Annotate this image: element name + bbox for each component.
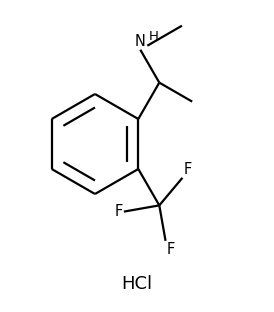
Text: F: F [167,242,175,257]
Text: F: F [115,204,123,219]
Text: HCl: HCl [121,275,153,293]
Text: N: N [135,34,146,49]
Text: F: F [183,162,192,177]
Text: H: H [148,30,158,43]
